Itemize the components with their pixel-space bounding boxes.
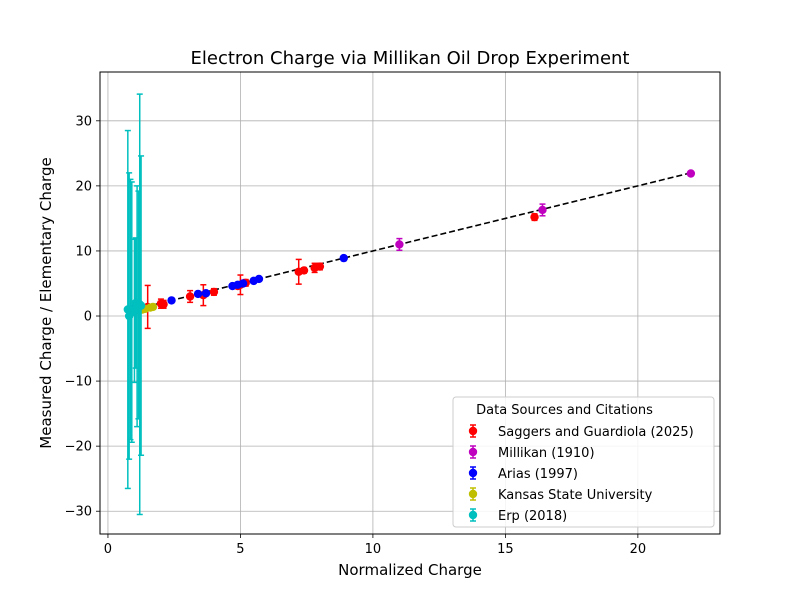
y-tick-label: 30 (75, 114, 92, 129)
y-tick-label: −10 (65, 375, 92, 390)
chart-title: Electron Charge via Millikan Oil Drop Ex… (191, 48, 630, 69)
data-point (316, 262, 324, 270)
data-point (159, 300, 167, 308)
data-point (530, 213, 538, 221)
data-point (340, 254, 348, 262)
legend-marker (469, 427, 477, 435)
data-point (137, 301, 145, 309)
x-tick-label: 15 (497, 542, 514, 557)
x-axis-label: Normalized Charge (338, 561, 482, 579)
y-tick-label: −30 (65, 505, 92, 520)
legend-marker (469, 469, 477, 477)
legend-marker (469, 448, 477, 456)
data-point (194, 290, 202, 298)
y-tick-label: −20 (65, 440, 92, 455)
legend-label: Kansas State University (498, 488, 653, 503)
data-point (167, 296, 175, 304)
data-point (255, 275, 263, 283)
legend-title: Data Sources and Citations (476, 403, 653, 418)
legend-label: Millikan (1910) (498, 446, 595, 461)
y-tick-label: 10 (75, 244, 92, 259)
data-point (538, 206, 546, 214)
y-axis-label: Measured Charge / Elementary Charge (37, 157, 55, 448)
legend-marker (469, 490, 477, 498)
data-point (202, 289, 210, 297)
data-point (210, 288, 218, 296)
data-point (300, 266, 308, 274)
x-tick-label: 5 (236, 542, 244, 557)
data-point (186, 292, 194, 300)
x-tick-label: 0 (104, 542, 112, 557)
x-tick-label: 20 (630, 542, 647, 557)
data-point (239, 279, 247, 287)
data-point (149, 303, 157, 311)
y-tick-label: 0 (84, 310, 92, 325)
legend-label: Saggers and Guardiola (2025) (498, 425, 694, 440)
y-tick-label: 20 (75, 179, 92, 194)
data-point (395, 240, 403, 248)
data-point (687, 169, 695, 177)
x-tick-label: 10 (365, 542, 382, 557)
legend: Data Sources and Citations Saggers and Gu… (453, 397, 714, 527)
legend-marker (469, 511, 477, 519)
legend-label: Erp (2018) (498, 509, 567, 524)
legend-label: Arias (1997) (498, 467, 578, 482)
